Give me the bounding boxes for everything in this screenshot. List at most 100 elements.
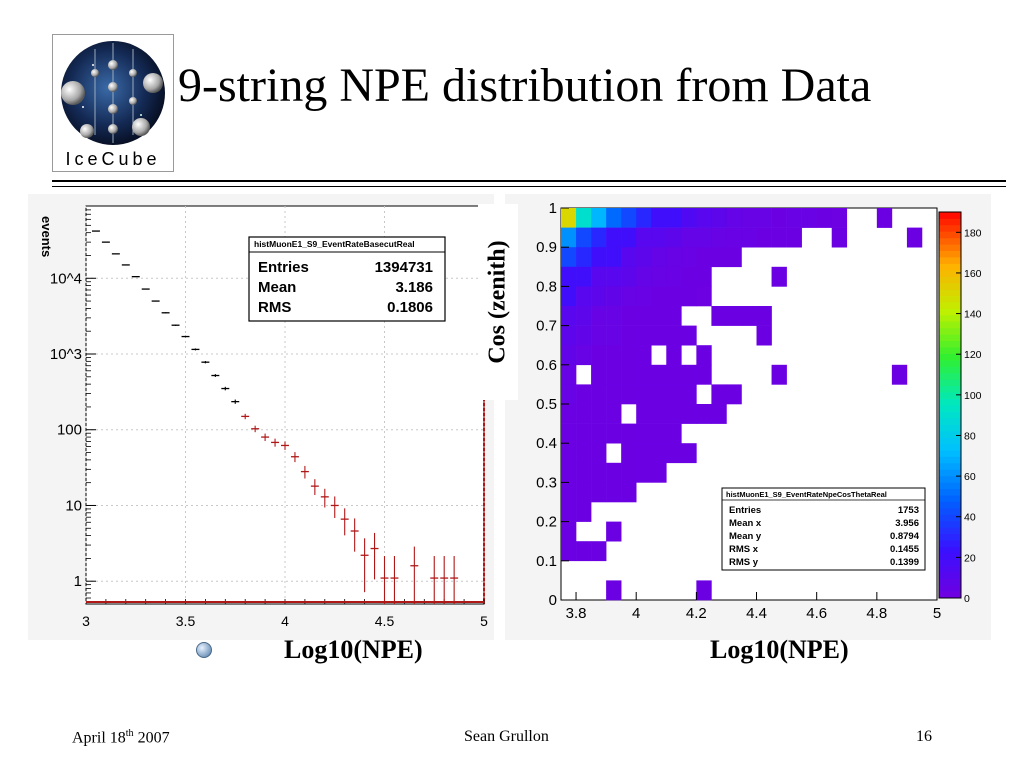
heatmap-cell — [591, 541, 607, 562]
heatmap-cell — [651, 423, 667, 444]
color-bar-segment — [939, 392, 961, 399]
x-tick-label: 4.4 — [746, 605, 767, 622]
color-bar-tick-label: 80 — [964, 430, 976, 442]
y-tick-label: 10^4 — [50, 270, 82, 287]
color-bar-segment — [939, 372, 961, 380]
heatmap-cell — [561, 443, 577, 464]
footer-page-number: 16 — [916, 728, 932, 745]
heatmap-cell — [666, 227, 682, 248]
heatmap-cell — [576, 325, 592, 346]
heatmap-cell — [756, 227, 772, 248]
data-point — [430, 556, 439, 604]
stats-key-entries: Entries — [258, 259, 309, 276]
heatmap-cell — [591, 286, 607, 307]
stats-value-entries: 1753 — [898, 505, 919, 516]
heatmap-cell — [636, 345, 652, 366]
color-bar-segment — [939, 224, 961, 232]
heatmap-cell — [666, 384, 682, 405]
title-rule-top — [52, 180, 1006, 182]
color-bar-segment — [939, 430, 961, 438]
color-bar-segment — [939, 231, 961, 239]
footer-date-main: April 18 — [72, 729, 126, 747]
heatmap-cell — [651, 208, 667, 228]
stats-key-mean-x: Mean x — [729, 518, 762, 529]
y-tick-label: 0.4 — [536, 435, 557, 452]
color-bar-segment — [939, 308, 961, 316]
heatmap-cell — [651, 266, 667, 287]
heatmap-cell — [651, 384, 667, 405]
heatmap-cell — [696, 208, 712, 228]
data-point — [450, 556, 459, 604]
data-point — [410, 546, 419, 604]
heatmap-cell — [741, 227, 757, 248]
heatmap-cell — [771, 227, 787, 248]
color-bar-tick-label: 140 — [964, 309, 982, 321]
stats-box: histMuonE1_S9_EventRateNpeCosThetaReal E… — [721, 487, 926, 571]
stats-key-mean: Mean — [258, 279, 296, 296]
heatmap-cell — [696, 286, 712, 307]
heatmap-cell — [666, 325, 682, 346]
heatmap-cell — [606, 482, 622, 503]
heatmap-cell — [711, 227, 727, 248]
heatmap-cell — [621, 423, 637, 444]
color-bar-segment — [939, 546, 961, 554]
heatmap-cell — [636, 384, 652, 405]
axis-ticks: 3 3.5 4 4.5 5 10^4 10^3 100 10 1 — [50, 205, 488, 629]
npe-histogram: 3 3.5 4 4.5 5 10^4 10^3 100 10 1 events histMuonE… — [28, 194, 494, 640]
color-bar-segment — [939, 450, 961, 457]
color-bar-segment — [939, 269, 961, 277]
heatmap-cell — [756, 325, 772, 346]
heatmap-cell — [711, 247, 727, 268]
heatmap-cell — [636, 404, 652, 424]
heatmap-cell — [651, 462, 667, 483]
color-bar-segment — [939, 212, 961, 219]
heatmap-cell — [591, 404, 607, 424]
heatmap-cell — [666, 208, 682, 228]
color-bar-tick-label: 40 — [964, 512, 976, 524]
heatmap-cell — [651, 247, 667, 268]
heatmap-cell — [651, 404, 667, 424]
stats-name: histMuonE1_S9_EventRateNpeCosThetaReal — [726, 490, 887, 499]
logo-text: IceCube — [65, 149, 160, 169]
heatmap-cell — [831, 227, 848, 248]
heatmap-cell — [591, 364, 607, 385]
heatmap-cell — [606, 384, 622, 405]
y-tick-label: 0.3 — [536, 474, 557, 491]
heatmap-cell — [621, 443, 637, 464]
color-bar-segment — [939, 340, 961, 348]
heatmap-cell — [636, 443, 652, 464]
heatmap-cell — [606, 364, 622, 385]
heatmap-cell — [621, 247, 637, 268]
heatmap-cell — [591, 306, 607, 326]
y-tick-label: 0.1 — [536, 553, 557, 570]
y-tick-label: 0.8 — [536, 278, 557, 295]
heatmap-cell — [681, 404, 697, 424]
stats-key-rms-y: RMS y — [729, 557, 759, 568]
color-bar-tick-label: 100 — [964, 390, 982, 402]
stats-key-rms: RMS — [258, 299, 291, 316]
data-markers — [91, 230, 459, 604]
color-bar-segment — [939, 327, 961, 335]
footer-date-sup: th — [125, 728, 134, 739]
heatmap-cell — [786, 208, 802, 228]
data-point — [231, 399, 240, 404]
heatmap-cell — [681, 266, 697, 287]
color-bar-segment — [939, 520, 961, 528]
data-point — [191, 348, 200, 351]
heatmap-cell — [606, 345, 622, 366]
y-tick-label: 10 — [65, 497, 82, 514]
heatmap-cell — [636, 325, 652, 346]
color-bar-segment — [939, 218, 961, 226]
heatmap-cell — [606, 266, 622, 287]
color-bar-segment — [939, 417, 961, 425]
color-bar-segment — [939, 495, 961, 502]
color-bar-segment — [939, 295, 961, 303]
heatmap-cell — [756, 306, 772, 326]
heatmap-cell — [606, 423, 622, 444]
data-point — [121, 264, 130, 266]
heatmap-cell — [621, 266, 637, 287]
color-bar-segment — [939, 353, 961, 361]
heatmap-cell — [576, 247, 592, 268]
heatmap-cell — [576, 404, 592, 424]
x-tick-label: 4.5 — [375, 613, 395, 629]
